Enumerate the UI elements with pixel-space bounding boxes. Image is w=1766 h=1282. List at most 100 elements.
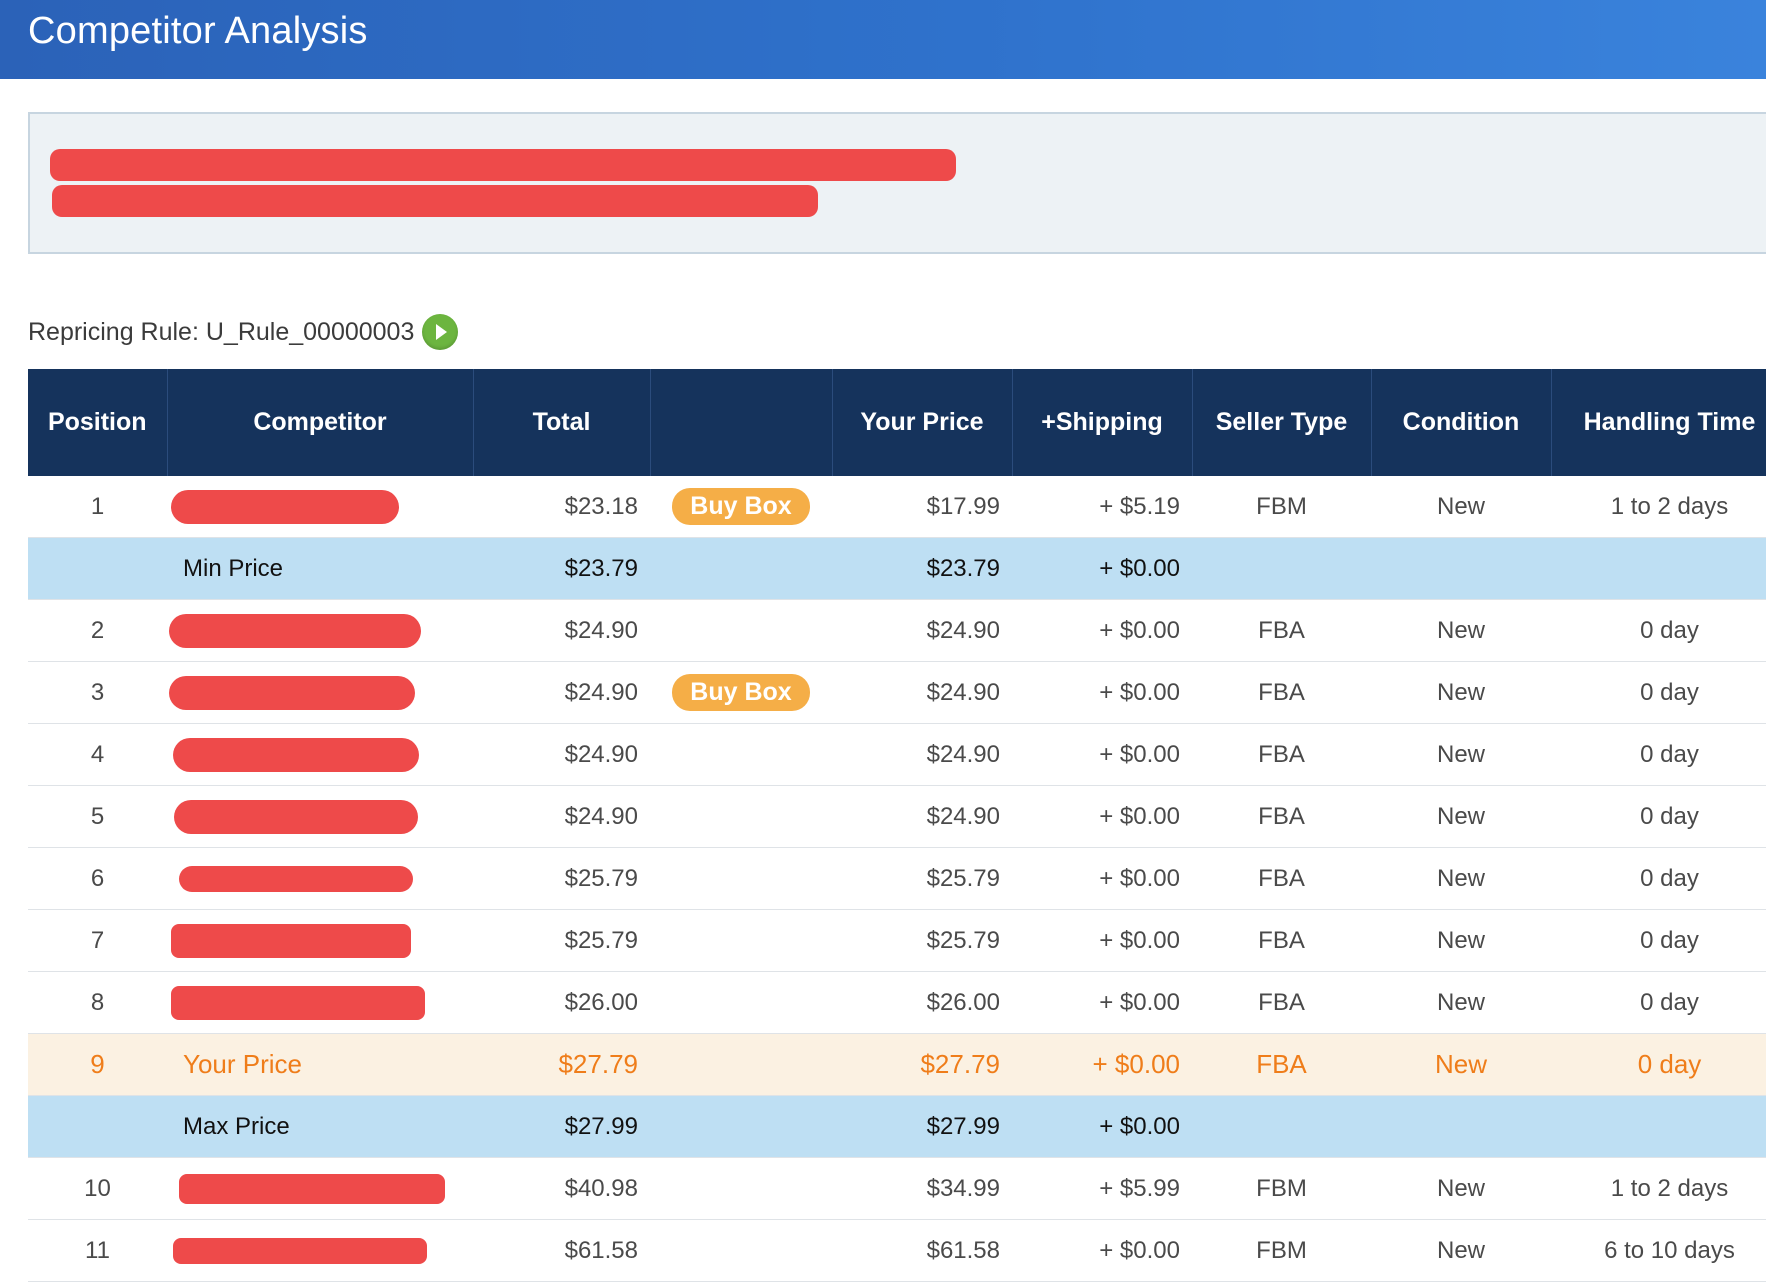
- cell-your-price: $25.79: [832, 909, 1012, 972]
- product-info-box: [28, 112, 1766, 254]
- cell-handling-time: 6 to 10 days: [1551, 1219, 1766, 1282]
- play-circle-icon[interactable]: [422, 314, 459, 350]
- column-header-shipping[interactable]: +Shipping: [1012, 369, 1193, 476]
- buy-box-badge: Buy Box: [672, 674, 810, 711]
- column-header-total[interactable]: Total: [473, 369, 651, 476]
- cell-shipping: + $0.00: [1012, 1095, 1192, 1158]
- your-price-row: 9 Your Price $27.79 $27.79 + $0.00 FBA N…: [28, 1033, 1766, 1096]
- cell-competitor: Max Price: [167, 1095, 473, 1158]
- cell-shipping: + $0.00: [1012, 847, 1192, 910]
- table-header-row: Position Competitor Total Your Price +Sh…: [28, 369, 1766, 476]
- cell-badge: [650, 1033, 832, 1096]
- redacted-competitor-name: [169, 675, 415, 710]
- cell-condition: New: [1371, 599, 1551, 662]
- cell-total: $23.18: [473, 476, 650, 538]
- cell-badge: [650, 909, 832, 972]
- cell-shipping: + $0.00: [1012, 909, 1192, 972]
- page-title: Competitor Analysis: [28, 10, 368, 52]
- cell-condition: New: [1371, 971, 1551, 1034]
- cell-total: $27.99: [473, 1095, 650, 1158]
- cell-your-price: $26.00: [832, 971, 1012, 1034]
- cell-your-price: $27.79: [832, 1033, 1012, 1096]
- cell-position: [28, 1095, 167, 1158]
- redacted-competitor-name: [169, 613, 421, 648]
- cell-badge: Buy Box: [650, 476, 832, 538]
- table-row: 8 $26.00 $26.00 + $0.00 FBA New 0 day: [28, 971, 1766, 1034]
- cell-competitor: [167, 847, 473, 910]
- cell-badge: [650, 1219, 832, 1282]
- cell-condition: [1371, 537, 1551, 600]
- cell-shipping: + $0.00: [1012, 971, 1192, 1034]
- cell-badge: [650, 537, 832, 600]
- redacted-competitor-name: [171, 985, 425, 1020]
- cell-condition: New: [1371, 661, 1551, 724]
- cell-handling-time: [1551, 1095, 1766, 1158]
- cell-position: [28, 537, 167, 600]
- cell-position: 11: [28, 1219, 167, 1282]
- cell-seller-type: FBA: [1192, 723, 1371, 786]
- cell-handling-time: 0 day: [1551, 599, 1766, 662]
- cell-competitor: [167, 909, 473, 972]
- cell-condition: [1371, 1095, 1551, 1158]
- cell-your-price: $23.79: [832, 537, 1012, 600]
- column-header-position[interactable]: Position: [28, 369, 168, 476]
- cell-badge: [650, 1157, 832, 1220]
- cell-condition: New: [1371, 1157, 1551, 1220]
- cell-your-price: $27.99: [832, 1095, 1012, 1158]
- cell-competitor: [167, 1157, 473, 1220]
- cell-your-price: $24.90: [832, 723, 1012, 786]
- column-header-competitor[interactable]: Competitor: [167, 369, 474, 476]
- cell-condition: New: [1371, 723, 1551, 786]
- max-price-row: Max Price $27.99 $27.99 + $0.00: [28, 1095, 1766, 1158]
- column-header-your-price[interactable]: Your Price: [832, 369, 1013, 476]
- cell-competitor: [167, 599, 473, 662]
- redacted-competitor-name: [171, 923, 411, 958]
- cell-handling-time: 1 to 2 days: [1551, 1157, 1766, 1220]
- title-bar: Competitor Analysis: [0, 0, 1766, 79]
- cell-handling-time: 0 day: [1551, 723, 1766, 786]
- column-header-badge: [650, 369, 833, 476]
- cell-competitor: [167, 661, 473, 724]
- table-row: 6 $25.79 $25.79 + $0.00 FBA New 0 day: [28, 847, 1766, 910]
- cell-total: $40.98: [473, 1157, 650, 1220]
- redacted-product-title-line-2: [52, 185, 818, 217]
- cell-position: 5: [28, 785, 167, 848]
- cell-position: 9: [28, 1033, 167, 1096]
- cell-total: $23.79: [473, 537, 650, 600]
- cell-your-price: $24.90: [832, 785, 1012, 848]
- cell-badge: [650, 1095, 832, 1158]
- cell-total: $25.79: [473, 847, 650, 910]
- cell-condition: New: [1371, 847, 1551, 910]
- cell-handling-time: 0 day: [1551, 847, 1766, 910]
- table-row: 5 $24.90 $24.90 + $0.00 FBA New 0 day: [28, 785, 1766, 848]
- table-row: 3 $24.90 Buy Box $24.90 + $0.00 FBA New …: [28, 661, 1766, 724]
- column-header-handling-time[interactable]: Handling Time: [1551, 369, 1766, 476]
- cell-handling-time: 0 day: [1551, 971, 1766, 1034]
- redacted-competitor-name: [179, 1173, 445, 1204]
- cell-position: 6: [28, 847, 167, 910]
- cell-your-price: $24.90: [832, 661, 1012, 724]
- redacted-competitor-name: [173, 1238, 427, 1265]
- redacted-competitor-name: [174, 799, 418, 834]
- cell-seller-type: FBM: [1192, 1219, 1371, 1282]
- cell-competitor: [167, 971, 473, 1034]
- cell-your-price: $17.99: [832, 476, 1012, 538]
- cell-badge: [650, 785, 832, 848]
- cell-seller-type: FBM: [1192, 476, 1371, 538]
- buy-box-badge: Buy Box: [672, 488, 810, 525]
- column-header-seller-type[interactable]: Seller Type: [1192, 369, 1372, 476]
- cell-seller-type: FBA: [1192, 785, 1371, 848]
- redacted-competitor-name: [171, 489, 399, 524]
- cell-your-price: $24.90: [832, 599, 1012, 662]
- cell-position: 4: [28, 723, 167, 786]
- cell-badge: [650, 847, 832, 910]
- cell-handling-time: [1551, 537, 1766, 600]
- cell-position: 1: [28, 476, 167, 538]
- cell-position: 3: [28, 661, 167, 724]
- column-header-condition[interactable]: Condition: [1371, 369, 1552, 476]
- cell-total: $26.00: [473, 971, 650, 1034]
- repricing-rule-label: Repricing Rule: U_Rule_00000003: [28, 317, 415, 346]
- cell-shipping: + $0.00: [1012, 599, 1192, 662]
- cell-badge: [650, 599, 832, 662]
- redacted-product-title-line-1: [50, 149, 956, 181]
